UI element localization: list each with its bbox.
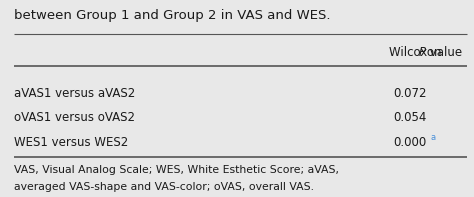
Text: value: value (426, 46, 462, 59)
Text: 0.054: 0.054 (393, 111, 427, 124)
Text: VAS, Visual Analog Scale; WES, White Esthetic Score; aVAS,: VAS, Visual Analog Scale; WES, White Est… (14, 165, 339, 176)
Text: WES1 versus WES2: WES1 versus WES2 (14, 136, 128, 149)
Text: oVAS1 versus oVAS2: oVAS1 versus oVAS2 (14, 111, 135, 124)
Text: between Group 1 and Group 2 in VAS and WES.: between Group 1 and Group 2 in VAS and W… (14, 9, 331, 22)
Text: Wilcoxon: Wilcoxon (389, 46, 445, 59)
Text: 0.000: 0.000 (393, 136, 427, 149)
Text: aVAS1 versus aVAS2: aVAS1 versus aVAS2 (14, 87, 136, 100)
Text: 0.072: 0.072 (393, 87, 427, 100)
Text: P: P (419, 46, 426, 59)
Text: averaged VAS-shape and VAS-color; oVAS, overall VAS.: averaged VAS-shape and VAS-color; oVAS, … (14, 182, 314, 192)
Text: a: a (430, 133, 436, 142)
